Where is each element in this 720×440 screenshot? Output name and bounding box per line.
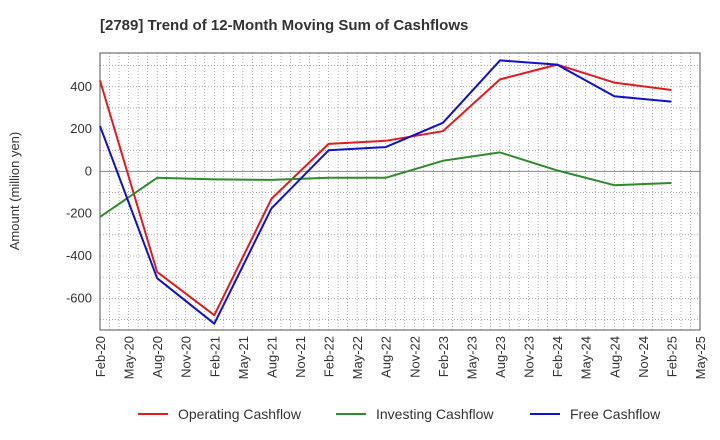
x-tick-label: May-25 xyxy=(693,336,708,379)
legend-label-investing-cashflow: Investing Cashflow xyxy=(376,406,494,422)
series-line-operating-cashflow xyxy=(99,63,672,317)
x-tick-label: Feb-20 xyxy=(93,336,108,377)
x-tick-label: Nov-21 xyxy=(293,336,308,378)
legend: Operating Cashflow Investing Cashflow Free… xyxy=(138,406,661,422)
legend-label-free-cashflow: Free Cashflow xyxy=(570,406,661,422)
x-tick-label: May-21 xyxy=(236,336,251,379)
x-tick-label: Nov-23 xyxy=(522,336,537,378)
x-tick-label: May-22 xyxy=(350,336,365,379)
x-tick-label: Feb-22 xyxy=(322,336,337,377)
x-tick-label: Aug-23 xyxy=(493,336,508,378)
plot-area: 400 200 0 -200 -400 -600 Feb-20 May-20 Aug-20 Nov… xyxy=(66,52,708,379)
legend-label-operating-cashflow: Operating Cashflow xyxy=(178,406,302,422)
y-tick-label: 0 xyxy=(85,163,92,178)
x-tick-label: Feb-21 xyxy=(207,336,222,377)
x-tick-label: Nov-20 xyxy=(179,336,194,378)
x-tick-label: May-24 xyxy=(579,336,594,379)
y-axis-label: Amount (million yen) xyxy=(7,132,22,251)
x-tick-label: Feb-25 xyxy=(664,336,679,377)
x-tick-label: Aug-21 xyxy=(264,336,279,378)
x-tick-label: Aug-24 xyxy=(607,336,622,378)
x-tick-label: Nov-24 xyxy=(636,336,651,378)
x-tick-label: Nov-22 xyxy=(407,336,422,378)
y-tick-label: 200 xyxy=(70,121,92,136)
y-tick-label: -600 xyxy=(66,290,92,305)
x-tick-label: May-23 xyxy=(464,336,479,379)
x-tick-label: May-20 xyxy=(122,336,137,379)
y-tick-label: 400 xyxy=(70,79,92,94)
x-tick-label: Aug-20 xyxy=(150,336,165,378)
series-line-investing-cashflow xyxy=(99,151,672,218)
x-tick-label: Aug-22 xyxy=(379,336,394,378)
y-tick-label: -400 xyxy=(66,248,92,263)
chart-title: [2789] Trend of 12-Month Moving Sum of C… xyxy=(100,17,468,34)
plot-frame xyxy=(99,52,701,331)
x-tick-label: Feb-23 xyxy=(436,336,451,377)
y-tick-label: -200 xyxy=(66,206,92,221)
x-tick-label: Feb-24 xyxy=(550,336,565,377)
series-line-free-cashflow xyxy=(99,59,672,325)
